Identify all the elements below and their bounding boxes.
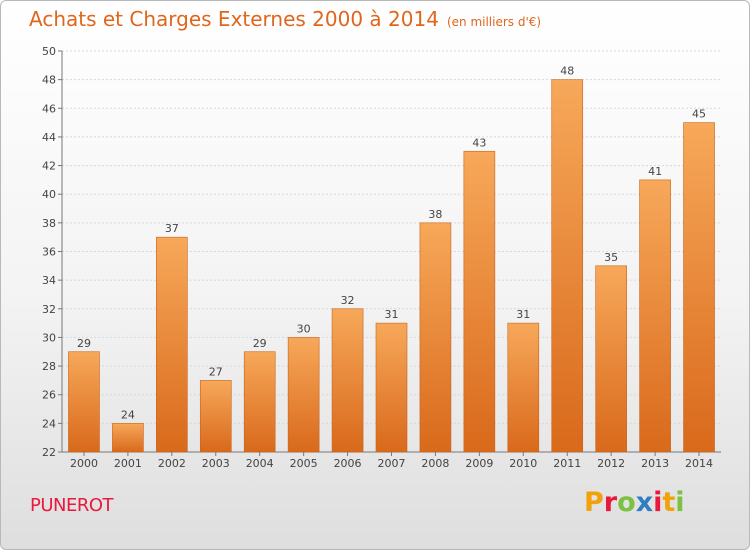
bar-value-label: 29	[253, 337, 267, 350]
y-tick-label: 42	[42, 160, 56, 173]
x-tick-label: 2010	[509, 457, 537, 470]
x-tick-label: 2000	[70, 457, 98, 470]
brand-letter: x	[635, 487, 654, 518]
x-tick-label: 2014	[685, 457, 713, 470]
y-tick-label: 22	[42, 446, 56, 459]
bar-value-label: 37	[165, 222, 179, 235]
y-tick-label: 26	[42, 389, 56, 402]
x-tick-label: 2004	[246, 457, 274, 470]
y-tick-label: 28	[42, 360, 56, 373]
y-tick-label: 46	[42, 102, 56, 115]
y-tick-label: 38	[42, 217, 56, 230]
place-name: PUNEROT	[30, 495, 114, 516]
x-tick-label: 2001	[114, 457, 142, 470]
bar-value-label: 31	[516, 308, 530, 321]
y-tick-label: 34	[42, 274, 56, 287]
x-tick-label: 2006	[334, 457, 362, 470]
x-tick-label: 2007	[378, 457, 406, 470]
x-tick-label: 2008	[421, 457, 449, 470]
x-tick-label: 2009	[465, 457, 493, 470]
y-tick-label: 24	[42, 417, 56, 430]
bar	[331, 308, 364, 453]
brand-letter: o	[617, 487, 636, 518]
bar	[595, 265, 627, 453]
y-tick-label: 44	[42, 131, 56, 144]
bars	[68, 79, 715, 453]
x-tick-label: 2013	[641, 457, 669, 470]
bar-value-label: 41	[648, 165, 662, 178]
bar-value-label: 45	[692, 108, 706, 121]
bar	[507, 322, 540, 453]
bar-value-label: 27	[209, 365, 223, 378]
brand-letter: r	[603, 487, 618, 518]
y-tick-label: 48	[42, 74, 56, 87]
brand-letter: i	[653, 487, 663, 518]
bar	[112, 423, 144, 453]
bar-value-label: 35	[604, 251, 618, 264]
bar	[156, 236, 188, 453]
x-tick-label: 2002	[158, 457, 186, 470]
bar	[68, 351, 100, 453]
bar-value-label: 24	[121, 408, 135, 421]
bar-value-label: 32	[341, 294, 355, 307]
bar	[551, 79, 584, 453]
bar	[287, 337, 320, 453]
y-tick-label: 36	[42, 246, 56, 259]
chart-title: Achats et Charges Externes 2000 à 2014 (e…	[29, 7, 541, 31]
bar-value-label: 29	[77, 337, 91, 350]
chart-title-text: Achats et Charges Externes 2000 à 2014	[29, 7, 439, 31]
bar	[463, 150, 496, 453]
bar-value-label: 38	[428, 208, 442, 221]
brand-letter: t	[662, 487, 676, 518]
brand-letter: i	[675, 487, 685, 518]
x-tick-label: 2003	[202, 457, 230, 470]
chart-subtitle: (en milliers d'€)	[446, 15, 542, 29]
bar-value-label: 43	[472, 136, 486, 149]
y-tick-label: 32	[42, 303, 56, 316]
bar	[639, 179, 671, 453]
x-tick-label: 2005	[290, 457, 318, 470]
labels: 22 24 26 28 30 32 34 36 38 40 42 44 46 48 50 29 2000 24 20…	[42, 45, 713, 470]
proxiti-logo: Proxiti	[584, 487, 685, 518]
y-tick-label: 30	[42, 331, 56, 344]
y-tick-label: 50	[42, 45, 56, 58]
x-tick-label: 2011	[553, 457, 581, 470]
bar-value-label: 30	[297, 322, 311, 335]
bar-value-label: 48	[560, 65, 574, 78]
bar	[199, 380, 232, 453]
brand-letter: P	[584, 487, 604, 518]
bar	[419, 222, 452, 453]
bar	[375, 322, 408, 453]
y-tick-label: 40	[42, 188, 56, 201]
bar-value-label: 31	[385, 308, 399, 321]
bar	[683, 122, 715, 453]
x-tick-label: 2012	[597, 457, 625, 470]
bar	[243, 351, 276, 453]
